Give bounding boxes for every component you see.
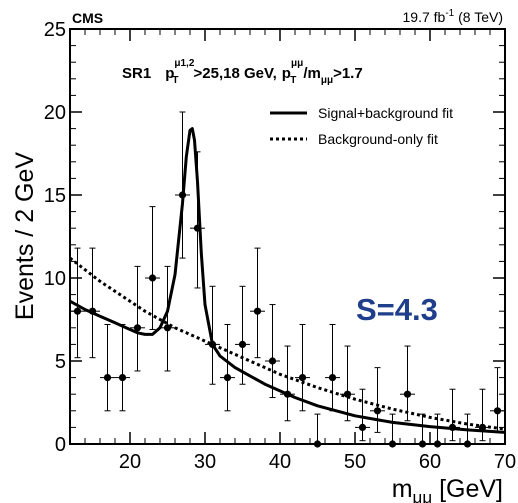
- data-marker: [223, 374, 232, 382]
- data-points: [70, 111, 505, 448]
- data-marker: [148, 274, 157, 282]
- x-tick-label: 40: [269, 451, 291, 473]
- plot-frame: [69, 28, 506, 445]
- y-tick-label: 25: [44, 19, 66, 41]
- data-marker: [88, 307, 97, 315]
- data-point: [415, 413, 430, 448]
- selection-label: SR1 pμ1,2 T >25,18 GeV, pμμ T/mμμ>1.7: [122, 58, 363, 86]
- data-marker: [433, 440, 442, 448]
- data-point: [160, 265, 175, 372]
- data-marker: [163, 324, 172, 332]
- data-point: [175, 111, 190, 259]
- data-marker: [133, 324, 142, 332]
- data-point: [145, 206, 160, 330]
- x-tick-label: 50: [344, 451, 366, 473]
- data-marker: [358, 423, 367, 431]
- data-point: [400, 345, 415, 422]
- signal-background-curve: [69, 127, 506, 434]
- data-marker: [208, 340, 217, 348]
- y-tick-label: 15: [44, 185, 66, 207]
- x-tick-label: 30: [194, 451, 216, 473]
- y-tick-label: 10: [44, 268, 66, 290]
- data-point: [445, 388, 460, 442]
- data-marker: [493, 407, 502, 415]
- data-marker: [73, 307, 82, 315]
- tick-labels: 20 30 40 50 60 70 0 5 10 15 20 25: [44, 19, 516, 473]
- data-marker: [193, 224, 202, 232]
- data-point: [235, 285, 250, 385]
- data-point: [70, 247, 85, 359]
- experiment-label: CMS: [72, 10, 103, 26]
- luminosity-label: 19.7 fb-1 (8 TeV): [403, 8, 504, 25]
- data-marker: [343, 390, 352, 398]
- x-axis-label: mμμ [GeV]: [392, 475, 503, 503]
- data-point: [85, 247, 100, 359]
- y-axis-label: Events / 2 GeV: [11, 152, 39, 320]
- significance-label: S=4.3: [356, 292, 438, 327]
- data-marker: [403, 390, 412, 398]
- y-tick-label: 20: [44, 102, 66, 124]
- y-tick-label: 0: [55, 434, 66, 456]
- data-marker: [178, 191, 187, 199]
- data-point: [115, 323, 130, 412]
- x-tick-label: 60: [419, 451, 441, 473]
- data-marker: [463, 440, 472, 448]
- data-point: [340, 345, 355, 422]
- data-marker: [313, 440, 322, 448]
- legend-label-solid: Signal+background fit: [318, 105, 453, 121]
- x-tick-label: 20: [119, 451, 141, 473]
- data-marker: [478, 423, 487, 431]
- data-point: [475, 388, 490, 442]
- data-marker: [253, 307, 262, 315]
- data-point: [460, 413, 475, 448]
- data-marker: [103, 374, 112, 382]
- data-marker: [373, 407, 382, 415]
- data-point: [190, 151, 205, 289]
- data-marker: [118, 374, 127, 382]
- data-point: [355, 388, 370, 442]
- data-point: [220, 323, 235, 412]
- data-point: [100, 323, 115, 412]
- data-marker: [298, 374, 307, 382]
- x-tick-label: 70: [494, 451, 516, 473]
- data-marker: [283, 390, 292, 398]
- data-point: [385, 413, 400, 448]
- y-tick-label: 5: [55, 351, 66, 373]
- data-point: [490, 367, 505, 433]
- fit-curves: [69, 127, 506, 434]
- data-marker: [328, 374, 337, 382]
- data-marker: [448, 423, 457, 431]
- legend-label-dotted: Background-only fit: [318, 131, 438, 147]
- data-marker: [418, 440, 427, 448]
- data-point: [370, 367, 385, 433]
- data-marker: [388, 440, 397, 448]
- data-point: [280, 345, 295, 422]
- data-marker: [268, 357, 277, 365]
- data-point: [430, 413, 445, 448]
- data-point: [310, 413, 325, 448]
- data-point: [265, 304, 280, 399]
- data-marker: [238, 340, 247, 348]
- data-point: [250, 247, 265, 359]
- data-point: [325, 323, 340, 412]
- data-point: [205, 285, 220, 385]
- data-point: [130, 265, 145, 372]
- data-point: [295, 323, 310, 412]
